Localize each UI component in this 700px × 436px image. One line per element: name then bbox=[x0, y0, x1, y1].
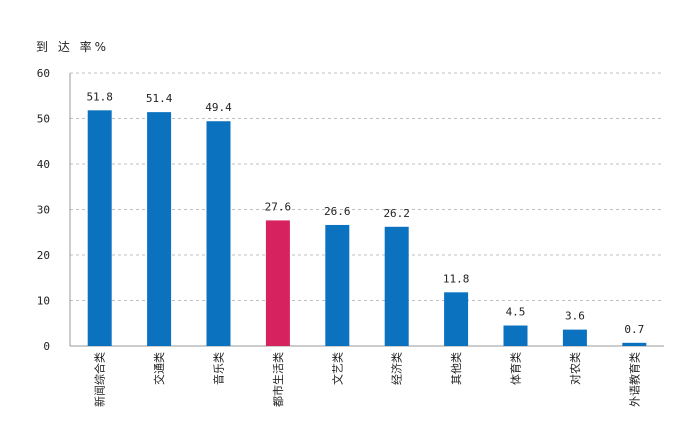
bar bbox=[325, 224, 350, 346]
bar bbox=[622, 342, 647, 346]
y-tick-label: 10 bbox=[37, 295, 50, 308]
value-labels: 51.8 51.4 49.4 27.6 26.6 26.2 11.8 4.5 3.6 0.7 bbox=[86, 90, 644, 336]
y-tick-label: 0 bbox=[43, 340, 50, 353]
value-label: 11.8 bbox=[443, 272, 470, 285]
y-tick-label: 40 bbox=[37, 158, 50, 171]
bar bbox=[384, 226, 409, 346]
value-label: 4.5 bbox=[506, 306, 526, 319]
y-tick-label: 60 bbox=[37, 67, 50, 80]
tick-labels: 0 10 20 30 40 50 60 新闻综合类 交通类 音乐类 都市生活类 文艺类 经济类 其他类 体育… bbox=[37, 67, 642, 407]
x-tick-label: 新闻综合类 bbox=[93, 352, 107, 407]
x-tick-label: 交通类 bbox=[152, 352, 166, 385]
value-label: 3.6 bbox=[565, 310, 585, 323]
x-tick-label: 经济类 bbox=[390, 352, 404, 385]
x-tick-label: 文艺类 bbox=[330, 352, 344, 385]
bar bbox=[87, 110, 112, 346]
bar bbox=[147, 112, 172, 346]
value-label: 26.2 bbox=[383, 207, 410, 220]
x-tick-label: 外语教育类 bbox=[627, 352, 641, 407]
x-tick-label: 其他类 bbox=[449, 352, 463, 385]
bar bbox=[265, 220, 290, 346]
value-label: 27.6 bbox=[265, 200, 292, 213]
bar bbox=[206, 121, 231, 346]
y-tick-label: 50 bbox=[37, 113, 50, 126]
y-tick-label: 30 bbox=[37, 204, 50, 217]
bar bbox=[503, 325, 528, 346]
x-tick-label: 都市生活类 bbox=[271, 352, 285, 407]
value-label: 51.4 bbox=[146, 92, 173, 105]
x-tick-label: 对农类 bbox=[568, 352, 582, 385]
bar bbox=[562, 329, 587, 346]
value-label: 51.8 bbox=[86, 90, 113, 103]
grid-lines bbox=[70, 72, 664, 301]
bar bbox=[444, 292, 469, 346]
y-axis-label: 到 达 率% bbox=[36, 40, 110, 54]
y-tick-label: 20 bbox=[37, 249, 50, 262]
x-tick-label: 体育类 bbox=[509, 352, 523, 385]
value-label: 0.7 bbox=[624, 323, 644, 336]
value-label: 49.4 bbox=[205, 101, 232, 114]
bars bbox=[87, 110, 647, 346]
value-label: 26.6 bbox=[324, 205, 351, 218]
x-tick-label: 音乐类 bbox=[212, 352, 226, 385]
